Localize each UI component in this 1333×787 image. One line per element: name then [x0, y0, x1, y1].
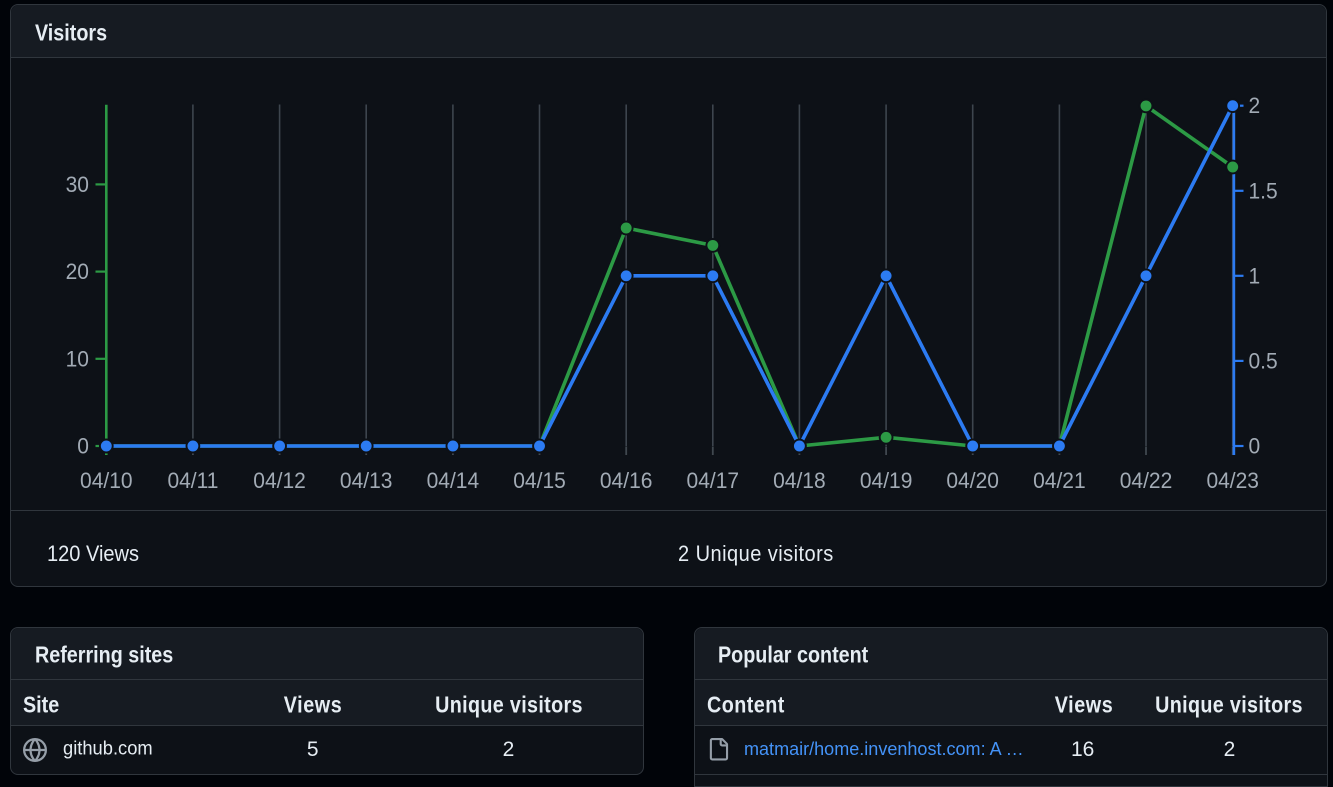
svg-text:04/14: 04/14	[427, 467, 480, 493]
svg-text:04/21: 04/21	[1033, 467, 1086, 493]
svg-text:04/12: 04/12	[253, 467, 306, 493]
svg-text:1.5: 1.5	[1248, 178, 1277, 204]
svg-text:0: 0	[77, 433, 89, 459]
svg-text:04/19: 04/19	[860, 467, 913, 493]
svg-text:04/23: 04/23	[1206, 467, 1259, 493]
svg-text:1: 1	[1248, 263, 1260, 289]
svg-text:04/17: 04/17	[687, 467, 740, 493]
svg-text:04/16: 04/16	[600, 467, 653, 493]
svg-text:04/11: 04/11	[167, 467, 218, 493]
svg-text:10: 10	[66, 346, 89, 372]
svg-text:04/15: 04/15	[513, 467, 566, 493]
svg-text:04/22: 04/22	[1120, 467, 1173, 493]
svg-text:04/18: 04/18	[773, 467, 826, 493]
svg-text:0: 0	[1248, 433, 1260, 459]
svg-text:20: 20	[66, 258, 89, 284]
svg-text:04/13: 04/13	[340, 467, 393, 493]
svg-text:0.5: 0.5	[1248, 348, 1277, 374]
svg-text:30: 30	[66, 171, 89, 197]
svg-text:04/20: 04/20	[946, 467, 999, 493]
svg-text:2: 2	[1248, 93, 1260, 119]
svg-text:04/10: 04/10	[80, 467, 133, 493]
